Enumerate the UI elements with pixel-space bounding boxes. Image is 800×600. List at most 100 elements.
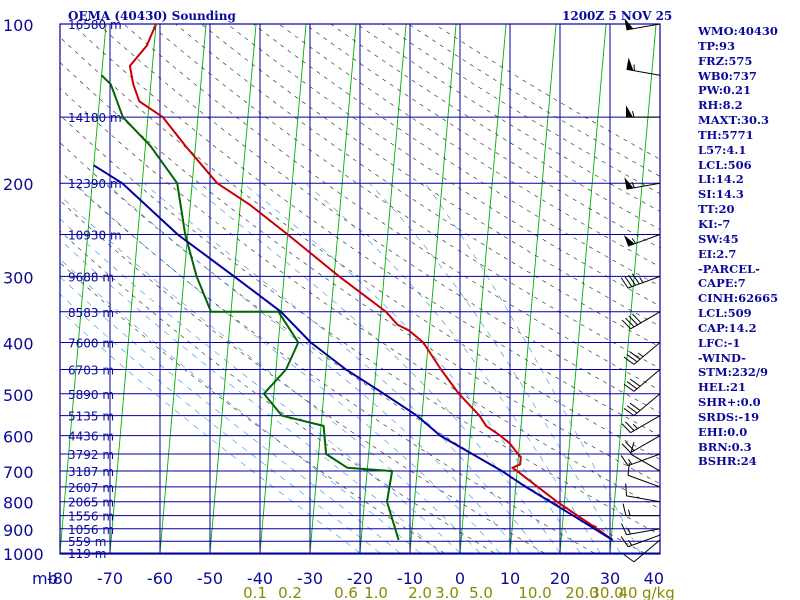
index-item: TH:5771 — [698, 127, 754, 142]
wind-barb-full — [621, 423, 631, 433]
height-label: 2065 m — [68, 496, 114, 510]
plot-frame — [59, 23, 661, 555]
index-item: LFC:-1 — [698, 335, 741, 350]
wind-barb-full — [620, 455, 629, 466]
index-item: CAP:14.2 — [698, 320, 757, 335]
wind-barb-full — [621, 319, 631, 330]
wind-barb-staff — [633, 393, 661, 416]
height-label: 14180 m — [68, 111, 122, 125]
isotherm-line — [609, 24, 657, 554]
isotherm-line — [209, 24, 257, 554]
height-label: 10930 m — [68, 229, 122, 243]
wind-barb-staff — [627, 275, 661, 289]
dry-adiabat — [60, 61, 660, 485]
wind-barb-staff — [630, 453, 661, 472]
index-item: HEL:21 — [698, 380, 746, 395]
index-item: SRDS:-19 — [698, 409, 760, 424]
wind-barb-half — [639, 277, 644, 283]
wind-barb-staff — [630, 435, 661, 454]
wind-barb-staff — [626, 182, 661, 190]
height-label: 5135 m — [68, 410, 114, 424]
wind-barb — [624, 177, 661, 190]
temperature-tick-label: -50 — [197, 569, 223, 588]
index-item: BSHR:24 — [698, 454, 757, 469]
chart-title: OEMA (40430) Sounding — [68, 9, 236, 23]
mixing-ratio-label: 20.0 — [565, 584, 598, 600]
moist-adiabat — [60, 310, 361, 554]
wind-barb-half — [632, 111, 635, 118]
mixing-ratio-label: 5.0 — [469, 584, 493, 600]
wind-barb-flag — [624, 177, 634, 190]
wind-barb — [623, 342, 661, 365]
mixing-ratio-label: 0.2 — [278, 584, 302, 600]
dewpoint-trace — [100, 74, 400, 541]
wind-barb-full — [625, 421, 635, 431]
pressure-tick-label: 800 — [3, 494, 34, 513]
temperature-tick-label: -80 — [47, 569, 73, 588]
wind-barb — [623, 234, 661, 247]
wind-barb-half — [628, 509, 631, 516]
wind-barb-full — [623, 407, 635, 417]
isotherm-line — [559, 24, 607, 554]
wind-barb-full — [626, 354, 638, 363]
height-label: 1056 m — [68, 523, 114, 537]
wind-barb-full — [624, 276, 633, 287]
wind-barb — [620, 273, 661, 289]
index-item: PW:0.21 — [698, 83, 752, 98]
valid-time: 1200Z 5 NOV 25 — [562, 9, 673, 23]
isotherm-line — [409, 24, 457, 554]
isotherm-line — [159, 24, 207, 554]
wind-barb-half — [632, 423, 638, 429]
wind-barb — [623, 539, 661, 563]
wind-barb-full — [620, 536, 629, 547]
wind-barb-staff — [633, 342, 661, 365]
index-item: EI:2.7 — [698, 246, 737, 261]
wind-barb — [626, 57, 661, 76]
index-item: LCL:509 — [698, 306, 752, 321]
wind-barb — [623, 393, 661, 417]
mixing-ratio-label: 10.0 — [518, 584, 551, 600]
height-label: 3792 m — [68, 448, 114, 462]
temperature-tick-label: 10 — [500, 569, 520, 588]
wind-barb-full — [629, 351, 641, 360]
wind-barb-staff — [626, 528, 661, 536]
sounding-traces — [93, 24, 614, 541]
wind-barb-half — [627, 539, 633, 546]
stability-indices: WMO:40430 TP:93 FRZ:575 WB0:737 PW:0.21 RH:8.… — [698, 24, 778, 469]
index-item: -PARCEL- — [698, 261, 760, 276]
dry-adiabat — [60, 36, 660, 460]
isotherm-line — [109, 24, 157, 554]
wind-barb-full — [628, 274, 636, 286]
wind-barb — [623, 369, 661, 392]
wind-barb — [625, 483, 661, 503]
dry-adiabat — [71, 24, 660, 437]
wind-barb-half — [627, 528, 631, 535]
mixing-ratio-label: 40 — [618, 584, 637, 600]
wind-barb-half — [627, 458, 633, 465]
index-item: FRZ:575 — [698, 53, 753, 68]
index-item: TP:93 — [698, 38, 736, 53]
temperature-tick-label: 40 — [644, 569, 664, 588]
index-item: LCL:506 — [698, 157, 752, 172]
wind-barb-full — [631, 273, 640, 285]
index-item: WMO:40430 — [698, 24, 778, 38]
temperature-trace — [128, 24, 614, 541]
wind-barbs — [620, 18, 661, 563]
wind-barb — [621, 435, 661, 454]
wind-barb-staff — [630, 415, 661, 434]
wind-barb — [620, 534, 661, 548]
index-item: TT:20 — [698, 202, 735, 217]
index-item: SI:14.3 — [698, 187, 744, 202]
height-label: 559 m — [68, 535, 106, 549]
pressure-tick-label: 500 — [3, 386, 34, 405]
height-label: 9688 m — [68, 270, 114, 284]
height-label: 16580 m — [68, 18, 122, 32]
temperature-tick-label: -60 — [147, 569, 173, 588]
index-item: CINH:62665 — [698, 291, 779, 306]
wind-barb-staff — [633, 369, 661, 392]
index-item: WB0:737 — [698, 68, 757, 83]
isotherm-line — [459, 24, 507, 554]
mixing-ratio-label: 2.0 — [408, 584, 432, 600]
